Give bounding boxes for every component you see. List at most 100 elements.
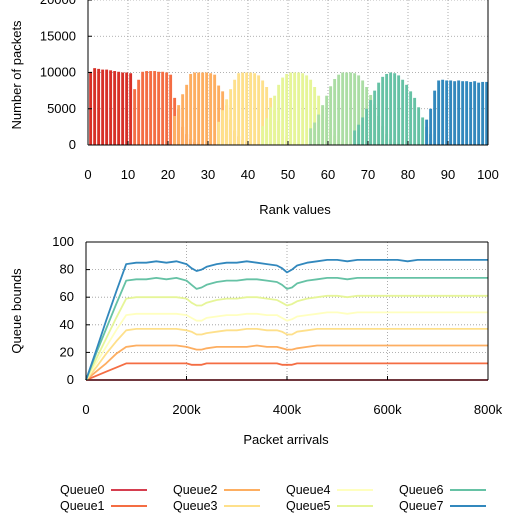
bar xyxy=(393,73,397,145)
queue-bounds-xlabel: Packet arrivals xyxy=(243,432,329,447)
legend-label: Queue5 xyxy=(286,499,331,513)
bar xyxy=(173,116,177,145)
bar xyxy=(157,71,161,145)
x-tick-label: 0 xyxy=(84,167,91,182)
y-tick-label: 0 xyxy=(67,372,74,387)
bar xyxy=(361,80,365,145)
series-line xyxy=(85,276,488,381)
bar xyxy=(109,70,113,145)
bar xyxy=(261,80,265,145)
bar xyxy=(341,72,345,145)
x-tick-label: 800k xyxy=(474,402,503,417)
y-tick-label: 0 xyxy=(69,137,76,152)
bar xyxy=(229,89,233,145)
bar xyxy=(417,107,421,145)
x-tick-label: 200k xyxy=(172,402,201,417)
bar xyxy=(221,110,225,145)
bar xyxy=(297,72,301,145)
queue-bounds-tick-labels: 0 200k 400k 600k 800k 0 20 40 60 80 100 xyxy=(52,234,502,417)
y-tick-label: 15000 xyxy=(40,28,76,43)
bar xyxy=(457,80,461,145)
bar xyxy=(485,81,489,145)
bar xyxy=(337,74,341,145)
legend-label: Queue3 xyxy=(173,499,218,513)
bar xyxy=(101,69,105,145)
x-tick-label: 20 xyxy=(161,167,175,182)
legend-label: Queue1 xyxy=(60,499,105,513)
legend-label: Queue6 xyxy=(399,483,444,497)
bar xyxy=(285,73,289,145)
bar xyxy=(169,74,173,145)
rank-histogram-axes xyxy=(87,0,489,146)
bar xyxy=(217,85,221,145)
bar xyxy=(361,117,365,145)
bar xyxy=(233,79,237,145)
bar xyxy=(349,72,353,145)
queue-bounds-lines xyxy=(85,258,488,381)
bar xyxy=(185,84,189,145)
bar xyxy=(373,90,377,145)
y-tick-label: 40 xyxy=(60,317,74,332)
bar xyxy=(93,68,97,145)
y-tick-label: 20000 xyxy=(40,0,76,7)
x-tick-label: 90 xyxy=(441,167,455,182)
bar xyxy=(481,81,485,145)
bar xyxy=(269,107,273,145)
x-tick-label: 30 xyxy=(201,167,215,182)
x-tick-label: 70 xyxy=(361,167,375,182)
bar xyxy=(161,71,165,145)
bar xyxy=(333,79,337,145)
y-tick-label: 100 xyxy=(52,234,74,249)
bar xyxy=(469,81,473,145)
queue-bounds-ylabel: Queue bounds xyxy=(9,268,24,354)
bar xyxy=(245,72,249,145)
x-tick-label: 10 xyxy=(121,167,135,182)
bar xyxy=(125,72,129,145)
bar xyxy=(181,94,185,145)
series-line xyxy=(85,258,488,381)
bar xyxy=(237,73,241,145)
bar xyxy=(445,80,449,145)
bar xyxy=(449,80,453,145)
bar xyxy=(225,99,229,145)
bar xyxy=(401,79,405,145)
bar xyxy=(277,84,281,145)
bar xyxy=(321,105,325,145)
rank-histogram-ylabel: Number of packets xyxy=(9,20,24,130)
bar xyxy=(357,75,361,145)
bar xyxy=(381,76,385,145)
legend: Queue0 Queue1 Queue2 Queue3 Queue4 Queue5 Queu… xyxy=(60,483,486,513)
bar xyxy=(141,71,145,145)
x-tick-label: 100 xyxy=(477,167,499,182)
y-tick-label: 5000 xyxy=(47,101,76,116)
bar xyxy=(429,108,433,145)
bar xyxy=(113,71,117,145)
bar xyxy=(281,77,285,145)
bar xyxy=(369,100,373,145)
bar xyxy=(301,73,305,145)
bar xyxy=(317,114,321,145)
x-tick-label: 80 xyxy=(401,167,415,182)
bar xyxy=(313,122,317,145)
bar xyxy=(177,105,181,145)
bar xyxy=(265,118,269,145)
bar xyxy=(433,90,437,145)
y-tick-label: 20 xyxy=(60,344,74,359)
bar xyxy=(253,73,257,145)
bar xyxy=(389,72,393,145)
bar xyxy=(353,73,357,145)
bar xyxy=(365,108,369,145)
bar xyxy=(205,72,209,145)
bar xyxy=(261,126,265,145)
series-line xyxy=(85,344,488,381)
bar xyxy=(133,89,137,145)
bar xyxy=(425,119,429,145)
bar xyxy=(437,80,441,145)
bar xyxy=(265,87,269,145)
bar xyxy=(213,74,217,145)
x-tick-label: 0 xyxy=(82,402,89,417)
bar xyxy=(289,72,293,145)
bar xyxy=(309,128,313,145)
y-tick-label: 60 xyxy=(60,289,74,304)
bar xyxy=(121,72,125,145)
